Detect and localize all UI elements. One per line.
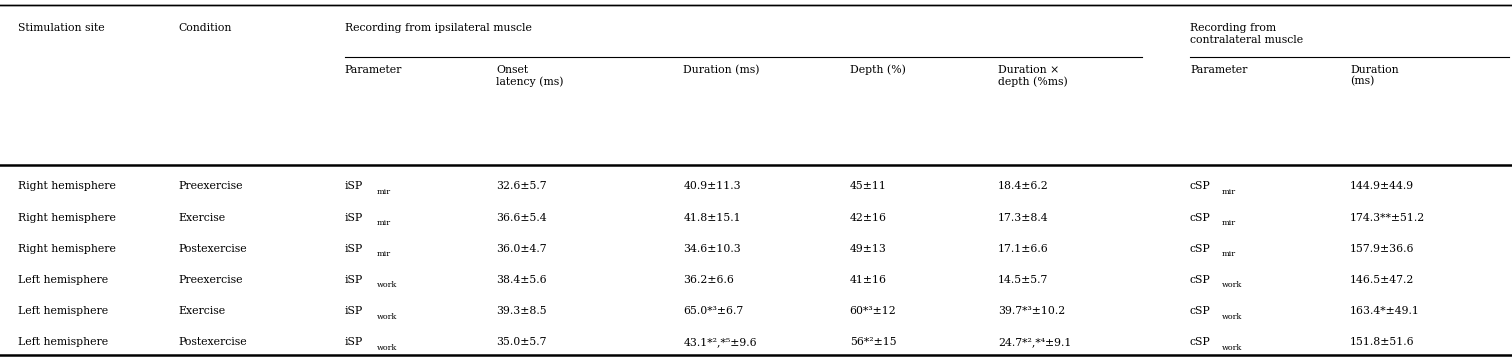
Text: work: work <box>376 313 396 321</box>
Text: iSP: iSP <box>345 213 363 223</box>
Text: 36.2±6.6: 36.2±6.6 <box>683 275 735 285</box>
Text: 151.8±51.6: 151.8±51.6 <box>1350 337 1415 348</box>
Text: work: work <box>376 344 396 352</box>
Text: Right hemisphere: Right hemisphere <box>18 213 116 223</box>
Text: iSP: iSP <box>345 275 363 285</box>
Text: iSP: iSP <box>345 337 363 348</box>
Text: work: work <box>1222 281 1241 289</box>
Text: Preexercise: Preexercise <box>178 181 243 191</box>
Text: 174.3**±51.2: 174.3**±51.2 <box>1350 213 1426 223</box>
Text: 32.6±5.7: 32.6±5.7 <box>496 181 546 191</box>
Text: Recording from ipsilateral muscle: Recording from ipsilateral muscle <box>345 23 532 33</box>
Text: Left hemisphere: Left hemisphere <box>18 337 109 348</box>
Text: cSP: cSP <box>1190 337 1211 348</box>
Text: mir: mir <box>376 219 390 227</box>
Text: 24.7*²,*⁴±9.1: 24.7*²,*⁴±9.1 <box>998 337 1072 348</box>
Text: Recording from
contralateral muscle: Recording from contralateral muscle <box>1190 23 1303 45</box>
Text: cSP: cSP <box>1190 213 1211 223</box>
Text: Right hemisphere: Right hemisphere <box>18 244 116 254</box>
Text: work: work <box>1222 344 1241 352</box>
Text: 45±11: 45±11 <box>850 181 886 191</box>
Text: 41.8±15.1: 41.8±15.1 <box>683 213 741 223</box>
Text: 36.6±5.4: 36.6±5.4 <box>496 213 546 223</box>
Text: 39.3±8.5: 39.3±8.5 <box>496 306 546 316</box>
Text: cSP: cSP <box>1190 275 1211 285</box>
Text: 18.4±6.2: 18.4±6.2 <box>998 181 1049 191</box>
Text: Duration
(ms): Duration (ms) <box>1350 65 1399 87</box>
Text: Left hemisphere: Left hemisphere <box>18 275 109 285</box>
Text: 41±16: 41±16 <box>850 275 886 285</box>
Text: Duration ×
depth (%ms): Duration × depth (%ms) <box>998 65 1067 87</box>
Text: 49±13: 49±13 <box>850 244 886 254</box>
Text: mir: mir <box>1222 188 1235 196</box>
Text: 38.4±5.6: 38.4±5.6 <box>496 275 546 285</box>
Text: work: work <box>376 281 396 289</box>
Text: 40.9±11.3: 40.9±11.3 <box>683 181 741 191</box>
Text: iSP: iSP <box>345 244 363 254</box>
Text: 146.5±47.2: 146.5±47.2 <box>1350 275 1415 285</box>
Text: 17.3±8.4: 17.3±8.4 <box>998 213 1048 223</box>
Text: 144.9±44.9: 144.9±44.9 <box>1350 181 1414 191</box>
Text: Onset
latency (ms): Onset latency (ms) <box>496 65 564 87</box>
Text: iSP: iSP <box>345 181 363 191</box>
Text: 65.0*³±6.7: 65.0*³±6.7 <box>683 306 744 316</box>
Text: Postexercise: Postexercise <box>178 244 246 254</box>
Text: iSP: iSP <box>345 306 363 316</box>
Text: 36.0±4.7: 36.0±4.7 <box>496 244 546 254</box>
Text: Condition: Condition <box>178 23 231 33</box>
Text: 60*³±12: 60*³±12 <box>850 306 897 316</box>
Text: Parameter: Parameter <box>1190 65 1247 75</box>
Text: Postexercise: Postexercise <box>178 337 246 348</box>
Text: mir: mir <box>1222 219 1235 227</box>
Text: Left hemisphere: Left hemisphere <box>18 306 109 316</box>
Text: Right hemisphere: Right hemisphere <box>18 181 116 191</box>
Text: Parameter: Parameter <box>345 65 402 75</box>
Text: 163.4*±49.1: 163.4*±49.1 <box>1350 306 1420 316</box>
Text: 43.1*²,*⁵±9.6: 43.1*²,*⁵±9.6 <box>683 337 758 348</box>
Text: cSP: cSP <box>1190 181 1211 191</box>
Text: cSP: cSP <box>1190 244 1211 254</box>
Text: Preexercise: Preexercise <box>178 275 243 285</box>
Text: Stimulation site: Stimulation site <box>18 23 104 33</box>
Text: 35.0±5.7: 35.0±5.7 <box>496 337 546 348</box>
Text: 157.9±36.6: 157.9±36.6 <box>1350 244 1415 254</box>
Text: cSP: cSP <box>1190 306 1211 316</box>
Text: 34.6±10.3: 34.6±10.3 <box>683 244 741 254</box>
Text: mir: mir <box>1222 250 1235 258</box>
Text: work: work <box>1222 313 1241 321</box>
Text: 14.5±5.7: 14.5±5.7 <box>998 275 1048 285</box>
Text: Exercise: Exercise <box>178 213 225 223</box>
Text: 56*²±15: 56*²±15 <box>850 337 897 348</box>
Text: 42±16: 42±16 <box>850 213 886 223</box>
Text: Depth (%): Depth (%) <box>850 65 906 75</box>
Text: Exercise: Exercise <box>178 306 225 316</box>
Text: 17.1±6.6: 17.1±6.6 <box>998 244 1049 254</box>
Text: mir: mir <box>376 250 390 258</box>
Text: mir: mir <box>376 188 390 196</box>
Text: 39.7*³±10.2: 39.7*³±10.2 <box>998 306 1064 316</box>
Text: Duration (ms): Duration (ms) <box>683 65 761 75</box>
